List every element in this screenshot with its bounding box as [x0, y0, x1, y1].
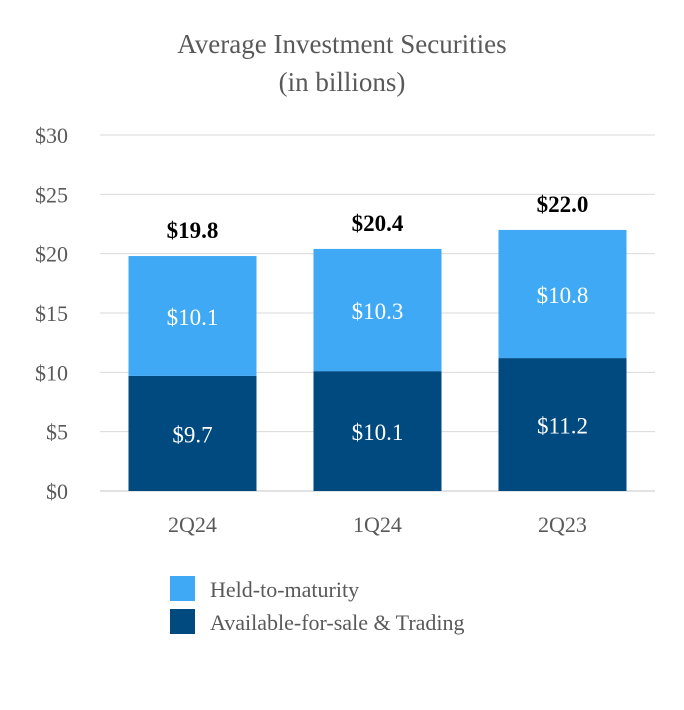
bar-value-label: $9.7 — [172, 422, 212, 447]
x-category-label: 2Q23 — [538, 512, 587, 537]
bar-value-label: $10.8 — [537, 283, 589, 308]
legend-label: Available-for-sale & Trading — [210, 610, 465, 635]
legend-swatch — [170, 576, 195, 601]
bar-held-to-maturity — [498, 229, 627, 359]
chart-title: Average Investment Securities — [177, 29, 506, 59]
x-category-label: 1Q24 — [353, 512, 402, 537]
bar-total-label: $19.8 — [167, 218, 219, 243]
bar-value-label: $10.3 — [352, 299, 404, 324]
bar-value-label: $11.2 — [537, 414, 588, 439]
y-tick-label: $20 — [35, 242, 68, 267]
bar-held-to-maturity — [128, 256, 257, 376]
legend-swatch — [170, 609, 195, 634]
bar-held-to-maturity — [313, 248, 442, 372]
bar-value-label: $10.1 — [352, 420, 404, 445]
y-tick-label: $0 — [46, 479, 68, 504]
bar-total-label: $20.4 — [352, 211, 404, 236]
chart-subtitle: (in billions) — [279, 67, 406, 97]
bar-available-for-sale — [313, 371, 442, 491]
x-category-label: 2Q24 — [168, 512, 217, 537]
y-tick-label: $15 — [35, 301, 68, 326]
bar-available-for-sale — [498, 358, 627, 491]
legend-label: Held-to-maturity — [210, 577, 359, 602]
y-tick-label: $5 — [46, 420, 68, 445]
bar-total-label: $22.0 — [537, 192, 589, 217]
bar-available-for-sale — [128, 375, 257, 491]
y-tick-label: $25 — [35, 182, 68, 207]
y-tick-label: $30 — [35, 123, 68, 148]
bar-value-label: $10.1 — [167, 305, 219, 330]
y-tick-label: $10 — [35, 360, 68, 385]
